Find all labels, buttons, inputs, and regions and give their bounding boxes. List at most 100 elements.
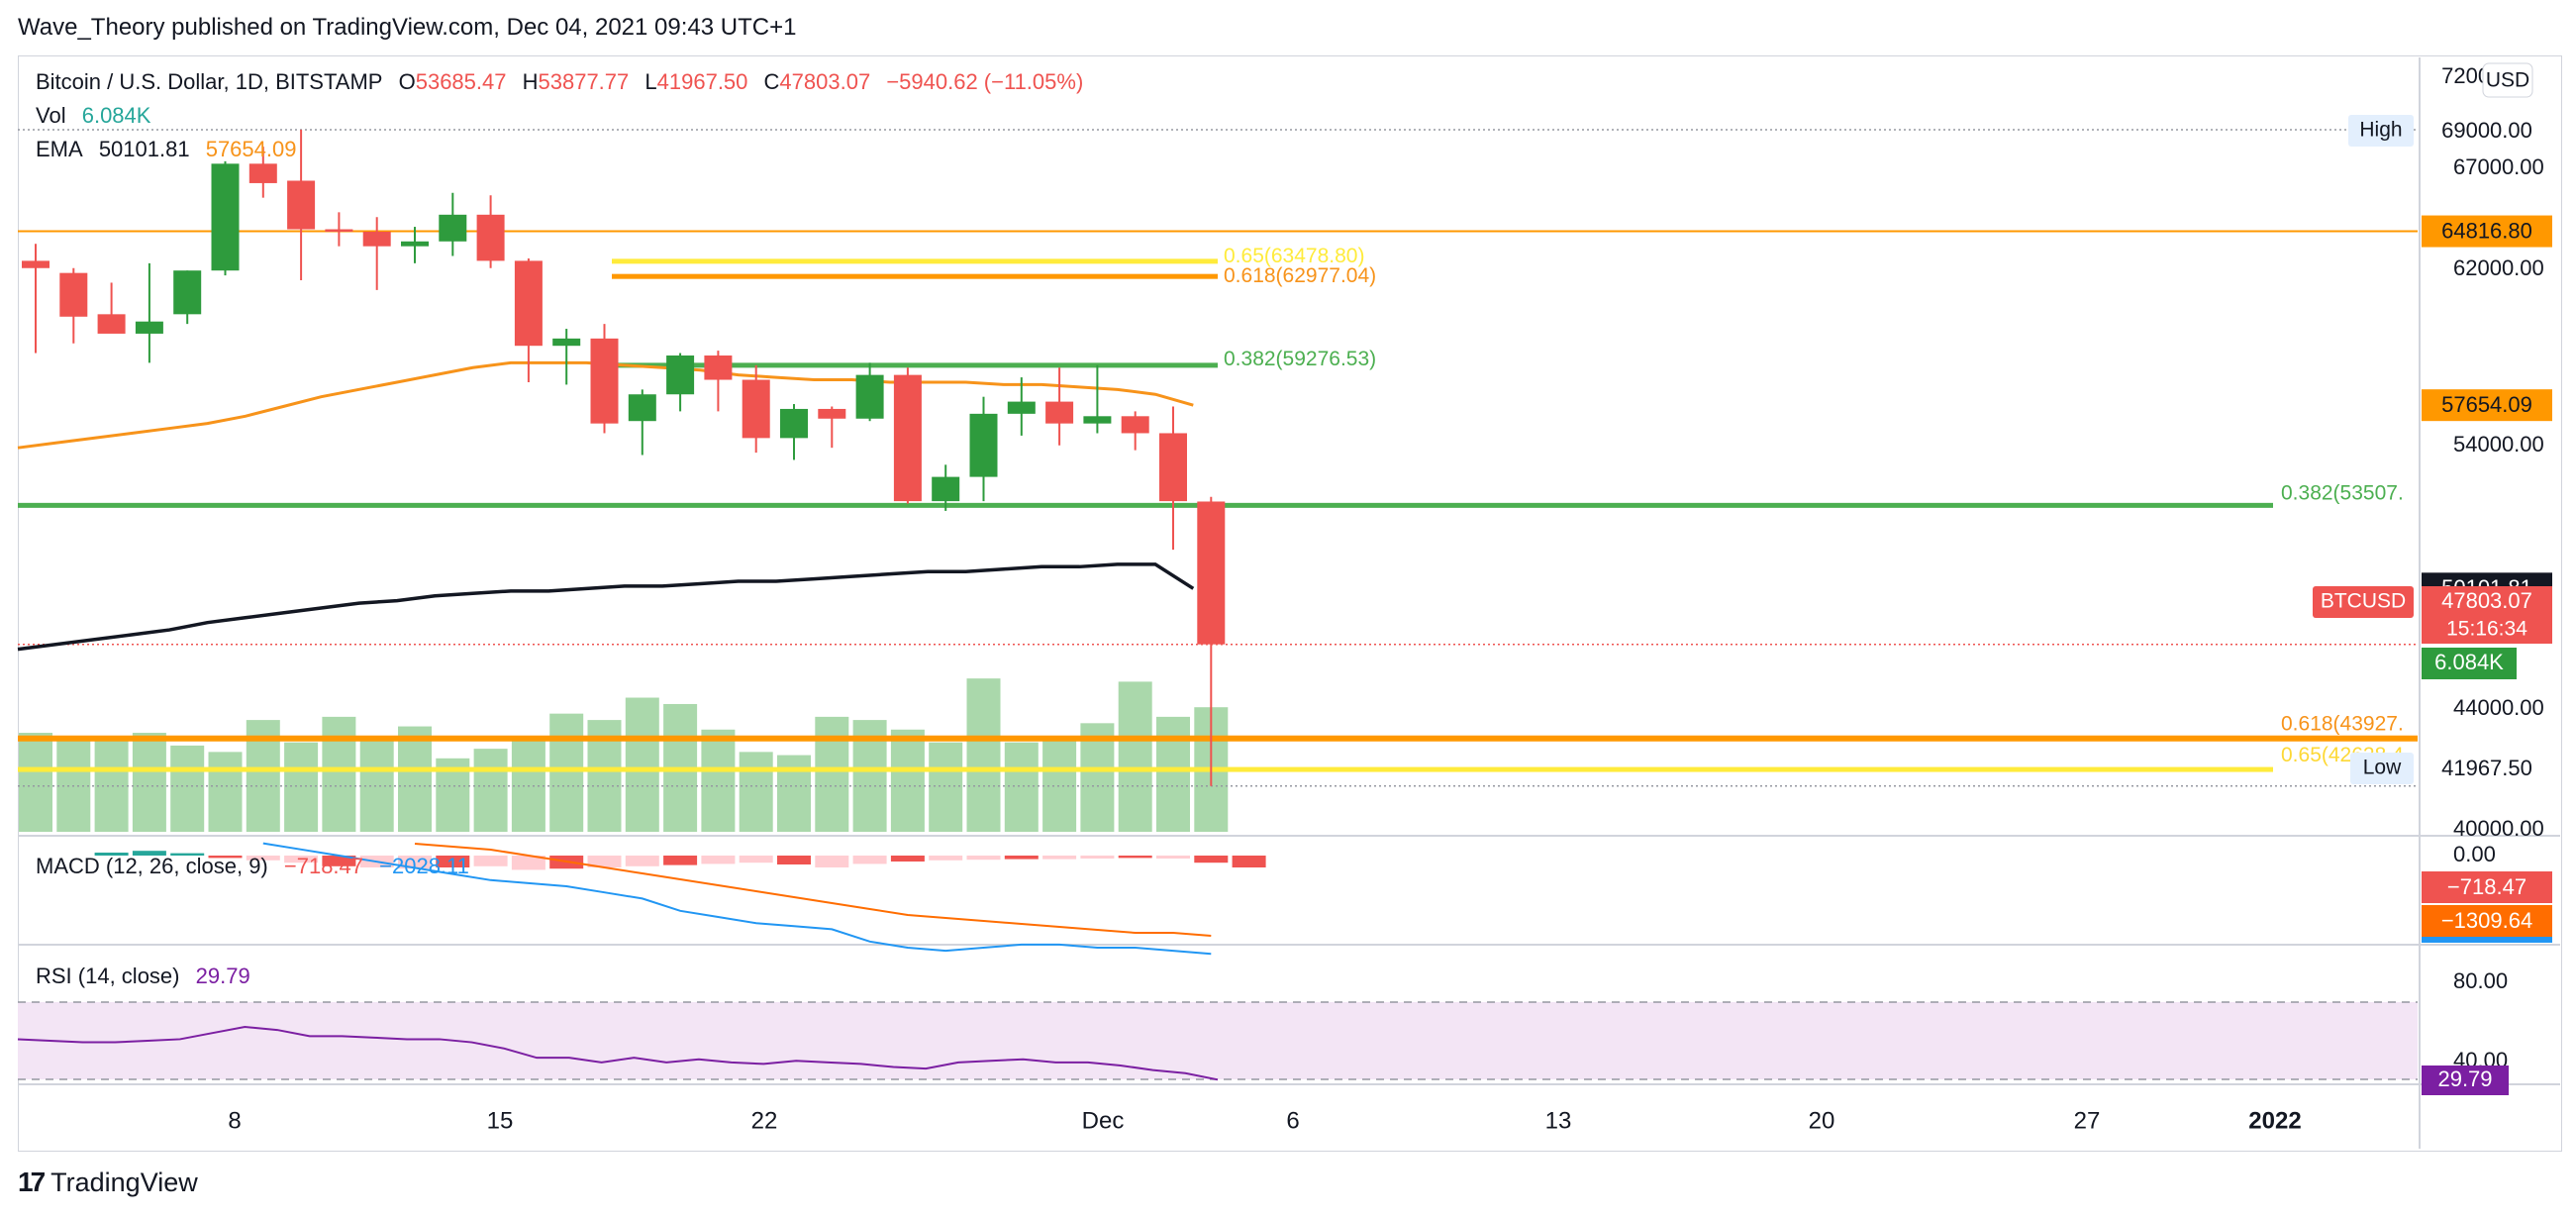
- chart-frame: [18, 55, 2562, 1152]
- legend-macd2: −2028.11: [379, 854, 469, 878]
- x-tick-label: 15: [487, 1107, 514, 1134]
- legend-open-label: O: [398, 69, 416, 94]
- candle-body: [1121, 416, 1149, 434]
- volume-bar: [170, 745, 205, 832]
- macd-signal-line: [414, 843, 1212, 937]
- y-tick-67000: 67000.00: [2453, 154, 2544, 179]
- low-label-bg: [2350, 753, 2414, 784]
- macd-hist-bar: [739, 856, 773, 863]
- x-tick-label: 22: [751, 1107, 778, 1134]
- candle-body: [742, 379, 770, 439]
- candle-body: [932, 476, 960, 502]
- macd-hist-bar: [929, 856, 963, 861]
- candle-body: [1159, 433, 1187, 502]
- macd-hist-bar: [246, 856, 280, 861]
- candle-body: [1083, 416, 1112, 424]
- vol-price-tag: 6.084K: [2434, 650, 2504, 674]
- volume-bar: [473, 749, 508, 832]
- x-tick-label: 6: [1286, 1107, 1299, 1134]
- legend-change: −5940.62 (−11.05%): [886, 69, 1084, 94]
- macd-signal-tag-bg: [2422, 905, 2552, 937]
- high-label-bg: [2348, 115, 2414, 147]
- volume-bar: [625, 697, 659, 832]
- volume-bar: [966, 678, 1001, 832]
- macd-tag: −718.47: [2447, 874, 2526, 899]
- fib-line-0618-upper: [612, 273, 1218, 279]
- macd-hist-bar: [208, 856, 243, 859]
- candle-body: [552, 338, 581, 347]
- legend-low-label: L: [644, 69, 657, 94]
- x-tick-label: 13: [1545, 1107, 1572, 1134]
- macd-hist-bar: [815, 856, 849, 867]
- legend-ema2: 57654.09: [205, 137, 297, 161]
- currency-label: USD: [2486, 69, 2529, 92]
- rsi-tag: 29.79: [2437, 1066, 2492, 1091]
- legend-rsi-label: RSI (14, close): [36, 964, 180, 988]
- legend-macd1: −718.47: [283, 854, 364, 878]
- vol-price-tag-bg: [2422, 648, 2517, 679]
- tradingview-brand[interactable]: 17 TradingView: [18, 1167, 198, 1198]
- x-tick-label: 8: [228, 1107, 241, 1134]
- volume-bar: [929, 742, 963, 832]
- rsi-tag-bg: [2422, 1066, 2509, 1095]
- macd-hist-bar: [398, 856, 432, 869]
- fib-line-0382-lower: [18, 502, 2273, 508]
- legend-vol: 6.084K: [81, 103, 151, 128]
- macd-hist-bar: [132, 851, 166, 856]
- candle-body: [666, 355, 695, 395]
- ema-fast-price-tag-bg: [2422, 389, 2552, 422]
- macd-hist-bar: [473, 856, 508, 866]
- macd-tag-bg: [2422, 871, 2552, 903]
- volume-bar: [739, 752, 773, 832]
- low-price-tag: 41967.50: [2441, 756, 2532, 780]
- fib-label-0618-upper: 0.618(62977.04): [1224, 264, 1376, 287]
- rsi-tick-80: 80.00: [2453, 968, 2508, 993]
- candle-body: [893, 374, 922, 502]
- rsi-line: [17, 1025, 1219, 1081]
- macd-hist-bar: [1080, 856, 1115, 859]
- macd-hist-bar: [852, 856, 887, 864]
- fib-label-0382-lower: 0.382(53507.: [2281, 481, 2404, 504]
- low-price-tag-bg: [2422, 753, 2552, 784]
- brand-name: TradingView: [50, 1167, 198, 1197]
- candle-body: [1007, 401, 1036, 414]
- macd-hist-bar: [94, 853, 129, 856]
- volume-bar: [1156, 716, 1190, 832]
- y-tick-54000: 54000.00: [2453, 432, 2544, 457]
- low-label: Low: [2363, 757, 2402, 779]
- high-price-tag-bg: [2422, 115, 2552, 147]
- x-tick-label: 2022: [2248, 1107, 2301, 1134]
- x-tick-label: Dec: [1082, 1107, 1125, 1134]
- legend-close: 47803.07: [779, 69, 871, 94]
- volume-bar: [322, 716, 356, 832]
- legend-row-macd: MACD (12, 26, close, 9) −718.47 −2028.11: [36, 854, 479, 879]
- legend-row-ema: EMA 50101.81 57654.09: [36, 137, 306, 162]
- publisher-line: Wave_Theory published on TradingView.com…: [18, 14, 797, 41]
- legend-open: 53685.47: [415, 69, 507, 94]
- candle-body: [590, 338, 619, 424]
- volume-bar: [398, 726, 432, 832]
- macd-hist-bar: [322, 856, 356, 866]
- candle-body: [97, 314, 126, 334]
- candle-body: [628, 394, 656, 422]
- ema-fast-price-tag: 57654.09: [2441, 392, 2532, 417]
- macd-hist-bar: [284, 856, 319, 863]
- y-tick-44000: 44000.00: [2453, 695, 2544, 720]
- macd-hist-bar: [777, 856, 811, 864]
- candle-body: [818, 408, 846, 419]
- btc-label-bg: [2313, 586, 2414, 618]
- legend-row-vol: Vol 6.084K: [36, 103, 160, 129]
- fib-label-0382-upper: 0.382(59276.53): [1224, 348, 1376, 370]
- candle-body: [135, 321, 163, 334]
- macd-hist-bar: [1232, 856, 1266, 867]
- volume-bar: [284, 742, 319, 832]
- x-tick-label: 20: [1809, 1107, 1835, 1134]
- macd-blue-tag-edge: [2422, 937, 2552, 943]
- volume-bar: [1004, 742, 1039, 832]
- legend-rsi: 29.79: [195, 964, 250, 988]
- volume-bar: [890, 729, 925, 832]
- candle-body: [325, 229, 353, 232]
- candle-body: [401, 241, 429, 247]
- btc-countdown: 15:16:34: [2446, 618, 2527, 641]
